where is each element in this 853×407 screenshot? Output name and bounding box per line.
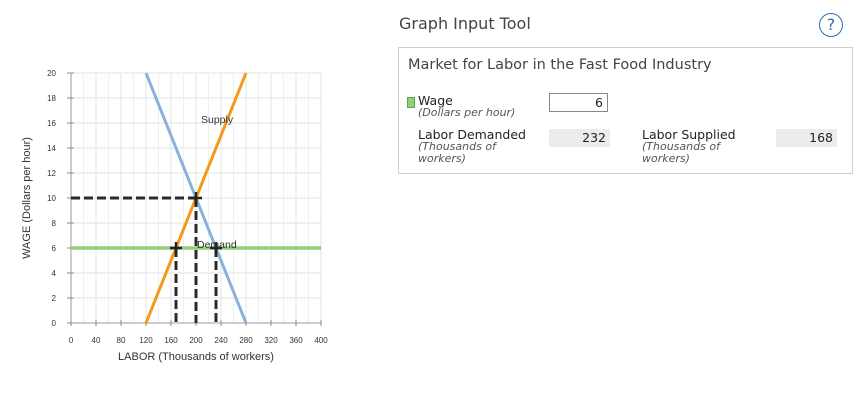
supply-wage-point-handle[interactable]: [170, 242, 182, 254]
y-tick-label: 4: [52, 269, 57, 278]
labor-supplied-value: 168: [776, 129, 837, 147]
y-axis-title: WAGE (Dollars per hour): [21, 137, 33, 259]
wage-label: Wage: [418, 93, 453, 108]
x-tick-label: 200: [189, 336, 203, 345]
chart-axes: 0 40 80 120 160 200 240 280 320 360 400 0 2 4 6 8 10 12 14…: [47, 69, 328, 345]
x-tick-label: 320: [264, 336, 278, 345]
x-tick-label: 280: [239, 336, 253, 345]
y-tick-label: 2: [52, 294, 57, 303]
y-tick-label: 18: [47, 94, 56, 103]
x-tick-label: 240: [214, 336, 228, 345]
x-tick-label: 400: [314, 336, 328, 345]
y-tick-label: 0: [52, 319, 57, 328]
panel-title: Market for Labor in the Fast Food Indust…: [408, 57, 712, 73]
wage-color-swatch: [407, 97, 415, 108]
x-tick-label: 120: [139, 336, 153, 345]
supply-curve-label: Supply: [201, 114, 234, 126]
help-button[interactable]: ?: [819, 13, 843, 37]
graph-input-tool-title: Graph Input Tool: [399, 14, 531, 33]
labor-market-chart: 0 40 80 120 160 200 240 280 320 360 400 0 2 4 6 8 10 12 14…: [21, 69, 328, 363]
wage-input[interactable]: [549, 93, 608, 112]
wage-unit: (Dollars per hour): [418, 106, 516, 119]
graph-input-panel: Market for Labor in the Fast Food Indust…: [398, 47, 853, 174]
y-tick-label: 8: [52, 219, 57, 228]
labor-demanded-unit-line1: (Thousands of: [418, 140, 496, 153]
x-tick-label: 160: [164, 336, 178, 345]
y-tick-label: 10: [47, 194, 56, 203]
equilibrium-point-handle[interactable]: [190, 192, 202, 204]
x-tick-label: 40: [92, 336, 101, 345]
x-tick-label: 360: [289, 336, 303, 345]
demand-wage-point-handle[interactable]: [210, 242, 222, 254]
labor-demanded-unit-line2: workers): [418, 152, 466, 165]
x-axis-title: LABOR (Thousands of workers): [118, 351, 274, 363]
y-tick-label: 16: [47, 119, 56, 128]
labor-supplied-label: Labor Supplied: [642, 127, 736, 142]
x-tick-label: 80: [117, 336, 126, 345]
chart-markers[interactable]: [170, 192, 222, 254]
labor-supplied-unit-line1: (Thousands of: [642, 140, 720, 153]
y-tick-label: 12: [47, 169, 56, 178]
labor-demanded-label: Labor Demanded: [418, 127, 526, 142]
x-tick-label: 0: [69, 336, 74, 345]
labor-demanded-value: 232: [549, 129, 610, 147]
y-tick-label: 20: [47, 69, 56, 78]
labor-supplied-unit-line2: workers): [642, 152, 690, 165]
demand-curve-label: Demand: [197, 239, 237, 251]
y-tick-label: 6: [52, 244, 57, 253]
y-tick-label: 14: [47, 144, 56, 153]
